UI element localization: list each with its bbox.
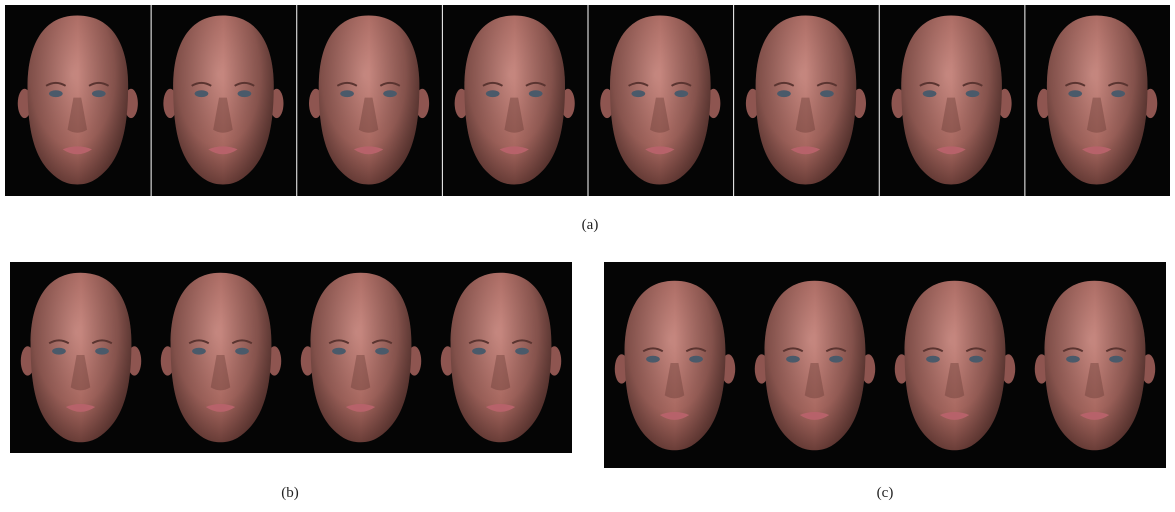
page: (a) (b) (c) (() => { const data = JSON.p… bbox=[0, 0, 1175, 512]
figure: (a) (b) (c) bbox=[0, 0, 1175, 512]
panel-label: (b) bbox=[281, 485, 299, 501]
panel-label: (c) bbox=[877, 485, 894, 501]
panel-a-images bbox=[5, 5, 1170, 196]
panel-label: (a) bbox=[582, 217, 599, 233]
